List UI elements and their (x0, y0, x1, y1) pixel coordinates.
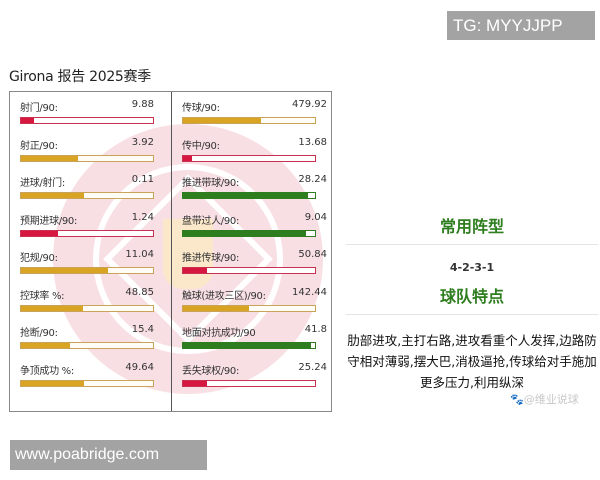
stat-value: 1.24 (131, 211, 154, 223)
stat-row: 射门/90: 9.88 (10, 92, 171, 130)
stat-bar (20, 229, 154, 237)
formation-value: 4-2-3-1 (449, 261, 495, 274)
stat-row: 射正/90: 3.92 (10, 130, 171, 168)
stat-bar-fill (183, 155, 193, 161)
stat-bar (20, 154, 154, 162)
stat-label: 丢失球权/90: (182, 365, 240, 377)
stat-bar (20, 379, 154, 387)
stat-value: 142.44 (292, 286, 327, 298)
author-credit: 🐾@维业说球 (510, 393, 579, 406)
stat-bar-fill (183, 305, 249, 311)
stat-bar-fill (183, 268, 207, 273)
stat-row: 争顶成功 %: 49.64 (10, 355, 171, 393)
stat-label: 传球/90: (182, 103, 220, 114)
stat-label: 推进带球/90: (182, 178, 240, 189)
stat-row: 传球/90: 479.92 (172, 92, 331, 130)
stat-bar-fill (21, 230, 58, 236)
stat-row: 进球/射门: 0.11 (10, 167, 171, 205)
stat-value: 48.85 (125, 286, 154, 298)
stat-row: 传中/90: 13.68 (172, 130, 331, 168)
stat-row: 抢断/90: 15.4 (10, 317, 171, 355)
stat-bar (182, 192, 316, 199)
stat-value: 49.64 (125, 361, 154, 373)
stat-label: 射门/90: (20, 103, 58, 114)
stat-label: 争顶成功 %: (20, 365, 74, 377)
stat-row: 触球(进攻三区)/90: 142.44 (172, 280, 331, 318)
stat-value: 9.04 (304, 211, 327, 223)
stat-bar (182, 342, 316, 349)
stat-value: 28.24 (298, 174, 327, 185)
stat-bar (20, 304, 154, 312)
stat-bar (20, 267, 154, 274)
stat-bar-fill (21, 155, 78, 161)
stat-label: 预期进球/90: (20, 215, 78, 227)
traits-description: 肋部进攻,主打右路,进攻看重个人发挥,边路防守相对薄弱,摆大巴,消极逼抢,传球给… (347, 333, 597, 390)
stat-label: 盘带过人/90: (182, 215, 240, 227)
stat-bar (182, 267, 316, 274)
stat-bar (182, 117, 316, 124)
stat-bar (20, 342, 154, 349)
stat-bar (182, 379, 316, 387)
stat-value: 50.84 (298, 249, 327, 260)
stat-value: 11.04 (125, 249, 154, 260)
stat-bar-fill (183, 118, 261, 123)
report-title: Girona 报告 2025赛季 (9, 69, 151, 85)
stats-panel: 射门/90: 9.88 射正/90: 3.92 进球/射门: 0.11 预期进球/90: 1.… (9, 91, 332, 412)
formation-heading: 常用阵型 (439, 217, 504, 236)
stat-bar (182, 229, 316, 237)
stat-bar-fill (21, 343, 70, 348)
stat-bar-fill (183, 230, 306, 236)
stat-label: 控球率 %: (20, 290, 65, 302)
stat-value: 13.68 (298, 136, 327, 148)
divider (346, 244, 598, 245)
site-watermark: www.poabridge.com (10, 440, 207, 470)
side-info: 常用阵型 4-2-3-1 球队特点 (346, 200, 598, 315)
stat-row: 控球率 %: 48.85 (10, 280, 171, 318)
column-divider (171, 92, 172, 411)
stat-bar-fill (21, 380, 85, 386)
stat-row: 丢失球权/90: 25.24 (172, 355, 331, 393)
tg-badge: TG: MYYJJPP (447, 11, 595, 40)
stat-bar-fill (21, 193, 85, 198)
stat-value: 25.24 (298, 361, 327, 373)
stat-label: 触球(进攻三区)/90: (182, 290, 266, 302)
stat-row: 推进带球/90: 28.24 (172, 167, 331, 205)
stat-label: 传中/90: (182, 140, 220, 152)
stat-bar (20, 192, 154, 199)
stat-bar-fill (183, 193, 309, 198)
stat-row: 犯规/90: 11.04 (10, 242, 171, 280)
stat-value: 479.92 (292, 99, 327, 110)
stat-label: 地面对抗成功/90 (182, 328, 256, 339)
stat-row: 盘带过人/90: 9.04 (172, 205, 331, 243)
stat-row: 预期进球/90: 1.24 (10, 205, 171, 243)
stat-bar (20, 117, 154, 124)
stat-bar-fill (183, 343, 312, 348)
traits-heading: 球队特点 (439, 287, 504, 306)
stat-bar (182, 304, 316, 312)
stat-bar-fill (183, 380, 207, 386)
stat-label: 进球/射门: (20, 178, 65, 189)
stat-value: 15.4 (131, 324, 154, 335)
stat-label: 抢断/90: (20, 328, 58, 339)
stat-value: 41.8 (304, 324, 327, 335)
stat-value: 9.88 (131, 99, 154, 110)
stat-row: 推进传球/90: 50.84 (172, 242, 331, 280)
stat-value: 3.92 (131, 136, 154, 148)
stats-column-left: 射门/90: 9.88 射正/90: 3.92 进球/射门: 0.11 预期进球/90: 1.… (10, 92, 171, 392)
stat-bar-fill (21, 268, 109, 273)
stat-row: 地面对抗成功/90 41.8 (172, 317, 331, 355)
stat-value: 0.11 (131, 174, 154, 185)
stat-bar-fill (21, 305, 84, 311)
stats-column-right: 传球/90: 479.92 传中/90: 13.68 推进带球/90: 28.24 盘带过人… (172, 92, 331, 393)
stat-bar-fill (21, 118, 35, 123)
stat-label: 射正/90: (20, 140, 58, 152)
stat-label: 推进传球/90: (182, 253, 240, 264)
divider (346, 314, 598, 315)
stat-label: 犯规/90: (20, 253, 58, 264)
stat-bar (182, 154, 316, 162)
